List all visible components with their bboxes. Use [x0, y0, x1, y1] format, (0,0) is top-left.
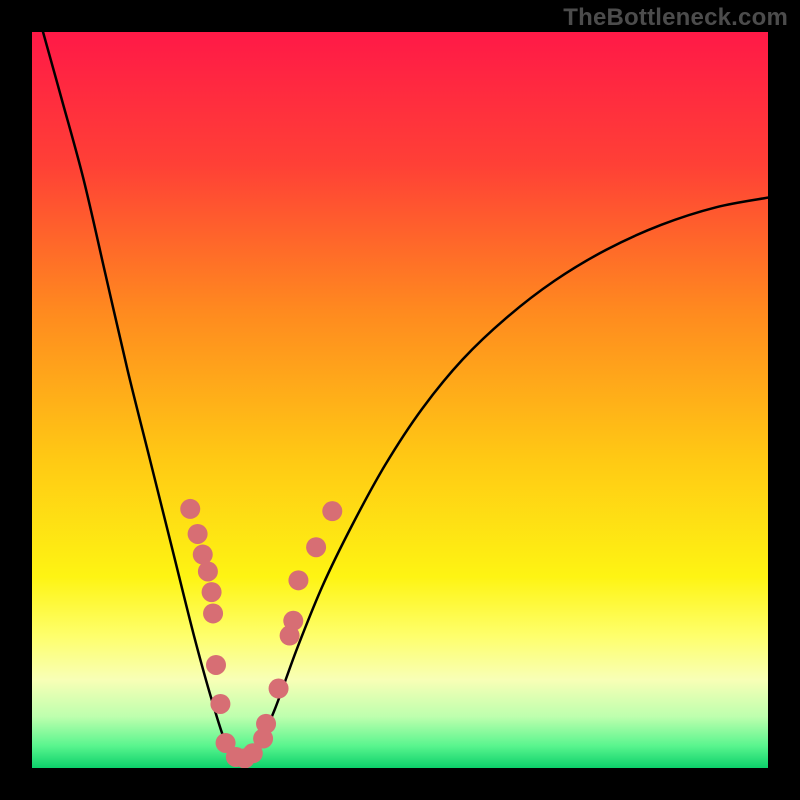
data-marker	[269, 679, 289, 699]
data-marker	[283, 611, 303, 631]
data-marker	[306, 537, 326, 557]
data-marker	[180, 499, 200, 519]
data-marker	[202, 582, 222, 602]
data-marker	[203, 603, 223, 623]
data-marker	[188, 524, 208, 544]
data-marker	[198, 561, 218, 581]
data-marker	[288, 570, 308, 590]
data-marker	[322, 501, 342, 521]
bottleneck-chart	[0, 0, 800, 800]
chart-container: TheBottleneck.com	[0, 0, 800, 800]
data-marker	[206, 655, 226, 675]
plot-background	[32, 32, 768, 768]
data-marker	[193, 545, 213, 565]
watermark-text: TheBottleneck.com	[563, 4, 788, 32]
data-marker	[256, 714, 276, 734]
data-marker	[210, 694, 230, 714]
